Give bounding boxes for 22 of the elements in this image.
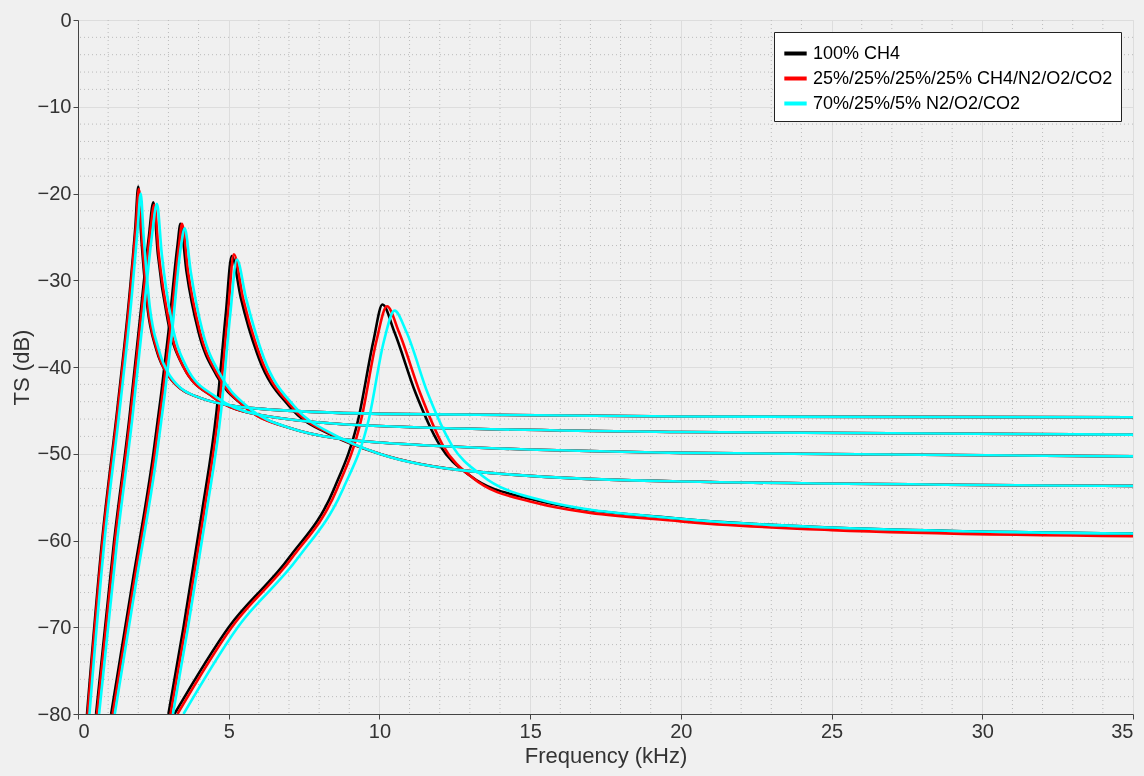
y-tick-label: −50 xyxy=(37,442,72,465)
y-axis-title: TS (dB) xyxy=(8,329,34,406)
x-axis-title: Frequency (kHz) xyxy=(524,742,688,768)
y-tick-label: −30 xyxy=(37,268,72,291)
x-tick-label: 30 xyxy=(971,719,994,742)
y-tick-label: −60 xyxy=(37,529,72,551)
y-tick-label: 0 xyxy=(60,8,72,31)
y-tick-label: −40 xyxy=(37,355,72,378)
legend-label: 100% CH4 xyxy=(813,42,901,63)
x-tick-label: 5 xyxy=(223,719,235,742)
legend-label: 70%/25%/5% N2/O2/CO2 xyxy=(813,92,1021,113)
x-tick-label: 35 xyxy=(1111,719,1134,742)
y-tick-label: −70 xyxy=(37,615,72,638)
x-tick-label: 20 xyxy=(670,719,693,742)
x-tick-label: 15 xyxy=(519,719,542,742)
y-tick-label: −20 xyxy=(37,182,72,204)
x-tick-label: 10 xyxy=(368,719,392,742)
y-tick-label: −80 xyxy=(37,702,72,725)
x-tick-label: 0 xyxy=(78,719,90,742)
y-tick-label: −10 xyxy=(37,95,72,118)
x-tick-label: 25 xyxy=(820,719,844,742)
legend-label: 25%/25%/25%/25% CH4/N2/O2/CO2 xyxy=(813,67,1113,88)
